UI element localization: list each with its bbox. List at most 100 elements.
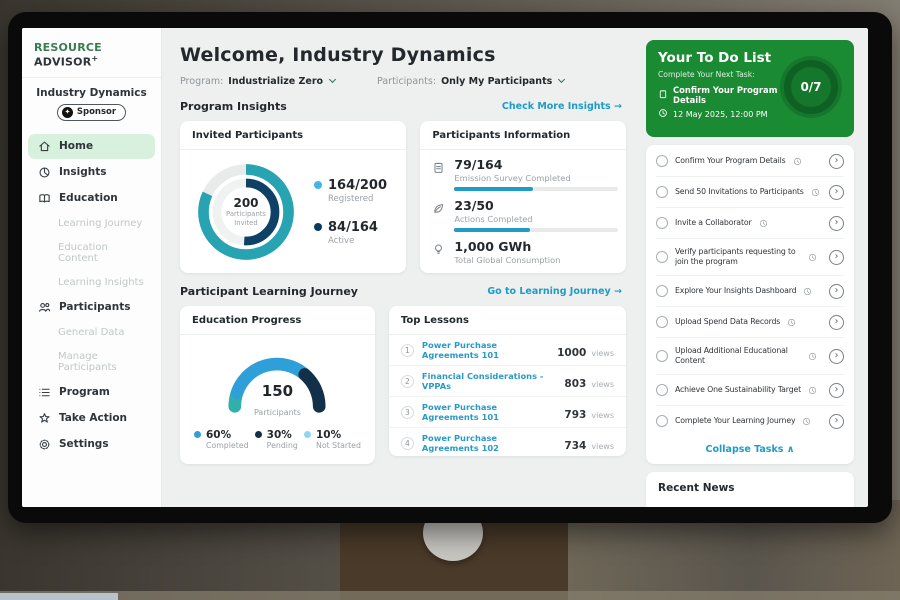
todo-due-date: 12 May 2025, 12:00 PM bbox=[673, 109, 768, 119]
program-select[interactable]: Program: Industrialize Zero bbox=[180, 75, 337, 87]
task-row: Explore Your Insights Dashboard bbox=[656, 276, 844, 308]
registered-dot-icon bbox=[314, 181, 322, 189]
task-checkbox[interactable] bbox=[656, 415, 668, 428]
task-chevron-button[interactable] bbox=[829, 215, 844, 231]
task-checkbox[interactable] bbox=[656, 251, 668, 264]
task-clock-icon bbox=[802, 417, 811, 426]
sidebar-item-insights[interactable]: Insights bbox=[28, 160, 155, 185]
task-row: Upload Additional Educational Content bbox=[656, 338, 844, 376]
sidebar-item-general-data[interactable]: General Data bbox=[58, 326, 125, 338]
task-checkbox[interactable] bbox=[656, 155, 668, 167]
participants-select[interactable]: Participants: Only My Participants bbox=[377, 75, 566, 87]
lesson-link[interactable]: Financial Considerations - VPPAs bbox=[421, 371, 544, 391]
program-value: Industrialize Zero bbox=[228, 76, 324, 87]
app-logo: RESOURCE ADVISOR+ bbox=[22, 38, 161, 78]
todo-next-task: Confirm Your Program Details bbox=[673, 85, 778, 105]
task-checkbox[interactable] bbox=[656, 350, 668, 363]
task-row: Confirm Your Program Details bbox=[656, 146, 844, 177]
education-progress-card: Education Progress 150 Participants bbox=[180, 306, 375, 464]
sidebar-item-education[interactable]: Education bbox=[28, 186, 155, 211]
task-clock-icon bbox=[808, 253, 817, 262]
logo-advisor: ADVISOR bbox=[34, 55, 92, 69]
task-chevron-button[interactable] bbox=[829, 249, 844, 265]
gauge-legend: 60% Completed 30% Pending 10% bbox=[180, 421, 375, 450]
sidebar-item-participants[interactable]: Participants bbox=[28, 295, 155, 320]
actions-icon bbox=[432, 198, 446, 232]
task-checkbox[interactable] bbox=[656, 384, 668, 397]
main-content: Welcome, Industry Dynamics Program: Indus… bbox=[162, 28, 638, 507]
active-dot-icon bbox=[314, 223, 322, 231]
monitor-bezel: RESOURCE ADVISOR+ Industry Dynamics ✦ Sp… bbox=[8, 12, 892, 523]
task-list-card: Confirm Your Program Details Send 50 Inv… bbox=[646, 145, 854, 465]
lesson-link[interactable]: Power Purchase Agreements 102 bbox=[421, 433, 499, 453]
task-clock-icon bbox=[808, 386, 817, 395]
collapse-tasks-link[interactable]: Collapse Tasks bbox=[656, 436, 844, 460]
task-clock-icon bbox=[759, 219, 768, 228]
invited-center-label: Participants Invited bbox=[226, 210, 266, 227]
learning-journey-heading: Participant Learning Journey bbox=[180, 285, 358, 298]
sidebar-item-learning-insights[interactable]: Learning Insights bbox=[58, 276, 144, 288]
task-checkbox[interactable] bbox=[656, 186, 668, 198]
sidebar-item-education-content[interactable]: Education Content bbox=[58, 241, 108, 264]
sidebar: RESOURCE ADVISOR+ Industry Dynamics ✦ Sp… bbox=[22, 28, 162, 507]
task-chevron-button[interactable] bbox=[829, 348, 844, 364]
survey-icon bbox=[432, 157, 446, 191]
legend-completed: 60% Completed bbox=[194, 429, 249, 450]
lesson-row: 3 Power Purchase Agreements 101 793 view… bbox=[388, 397, 626, 428]
sidebar-item-program[interactable]: Program bbox=[28, 380, 155, 405]
task-checkbox[interactable] bbox=[656, 316, 668, 329]
sidebar-nav: Home Insights Education Learning Journey… bbox=[22, 129, 161, 457]
pending-dot-icon bbox=[254, 431, 262, 438]
org-name: Industry Dynamics bbox=[36, 86, 147, 99]
sidebar-item-manage-participants[interactable]: Manage Participants bbox=[58, 350, 117, 373]
go-to-learning-journey-link[interactable]: Go to Learning Journey bbox=[487, 286, 622, 297]
task-row: Complete Your Learning Journey bbox=[656, 406, 844, 436]
sidebar-item-settings[interactable]: Settings bbox=[28, 432, 155, 457]
participants-information-card: Participants Information 79/164 Emission… bbox=[420, 121, 626, 273]
lesson-rank: 3 bbox=[400, 405, 414, 419]
sidebar-item-home[interactable]: Home bbox=[28, 133, 155, 159]
task-chevron-button[interactable] bbox=[829, 382, 844, 398]
task-row: Achieve One Sustainability Target bbox=[656, 375, 844, 407]
program-icon bbox=[38, 386, 51, 399]
task-row: Verify participants requesting to join t… bbox=[656, 239, 844, 277]
completed-segment bbox=[231, 357, 310, 399]
check-more-insights-link[interactable]: Check More Insights bbox=[502, 101, 622, 112]
legend-not-started: 10% Not Started bbox=[303, 429, 361, 450]
task-checkbox[interactable] bbox=[656, 285, 668, 298]
pending-segment bbox=[298, 368, 327, 413]
consumption-row: 1,000 GWh Total Global Consumption bbox=[420, 232, 626, 269]
task-chevron-button[interactable] bbox=[829, 413, 844, 429]
emission-survey-progressbar bbox=[454, 187, 619, 191]
task-row: Upload Spend Data Records bbox=[656, 307, 844, 339]
participants-value: Only My Participants bbox=[441, 76, 553, 87]
take-action-icon bbox=[38, 412, 51, 425]
task-chevron-button[interactable] bbox=[829, 184, 844, 200]
task-chevron-button[interactable] bbox=[829, 314, 844, 330]
chevron-down-icon bbox=[329, 75, 337, 84]
task-chevron-button[interactable] bbox=[829, 283, 844, 299]
recent-news-card: Recent News bbox=[646, 472, 854, 507]
consumption-icon bbox=[432, 239, 446, 269]
program-label: Program: bbox=[180, 76, 224, 87]
legend-pending: 30% Pending bbox=[254, 429, 298, 450]
lesson-link[interactable]: Power Purchase Agreements 101 bbox=[421, 340, 499, 360]
task-checkbox[interactable] bbox=[656, 217, 668, 229]
sidebar-item-learning-journey[interactable]: Learning Journey bbox=[58, 217, 143, 229]
clock-icon bbox=[658, 108, 668, 120]
settings-icon bbox=[38, 438, 51, 451]
lesson-row: 4 Power Purchase Agreements 102 734 view… bbox=[389, 428, 626, 456]
lesson-link[interactable]: Power Purchase Agreements 101 bbox=[421, 402, 499, 422]
gauge-center-value: 150 bbox=[261, 382, 294, 400]
top-lessons-title: Top Lessons bbox=[388, 306, 626, 335]
invited-center-value: 200 bbox=[233, 196, 259, 211]
desk-paper bbox=[0, 593, 118, 600]
sponsor-badge: ✦ Sponsor bbox=[56, 103, 127, 121]
task-clock-icon bbox=[811, 188, 820, 197]
task-clock-icon bbox=[793, 157, 802, 166]
program-insights-heading: Program Insights bbox=[180, 100, 287, 113]
completed-dot-icon bbox=[194, 431, 201, 438]
sidebar-item-take-action[interactable]: Take Action bbox=[28, 406, 155, 431]
task-chevron-button[interactable] bbox=[829, 153, 844, 169]
dashboard-screen: RESOURCE ADVISOR+ Industry Dynamics ✦ Sp… bbox=[22, 28, 868, 507]
